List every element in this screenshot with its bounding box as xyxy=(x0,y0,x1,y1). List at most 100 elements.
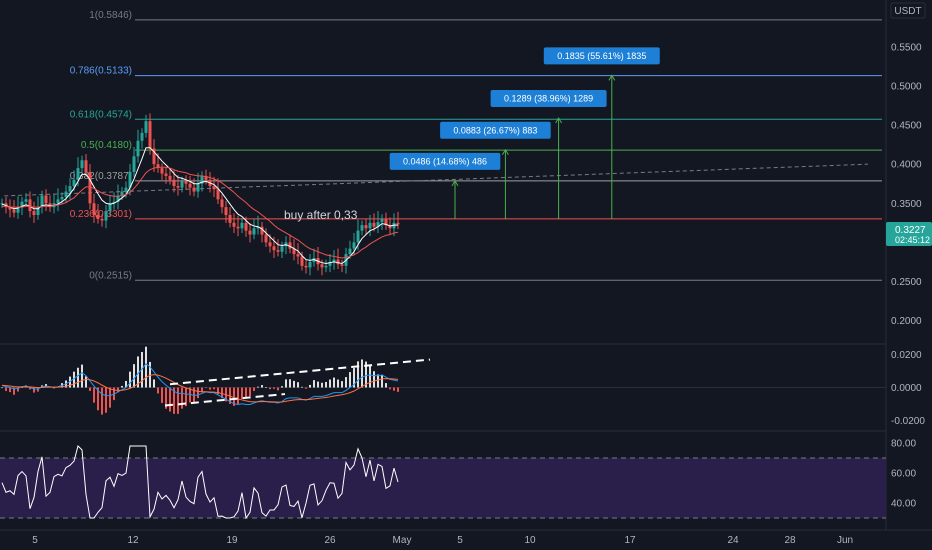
macd-histogram-bar xyxy=(177,387,179,414)
price-range-measurements[interactable]: 0.0486 (14.68%) 486 0.0883 (26.67%) 883 0.… xyxy=(389,47,660,219)
macd-histogram-bar xyxy=(149,361,151,388)
measure-label-box[interactable] xyxy=(543,47,660,65)
candle-body xyxy=(396,222,400,225)
macd-tick-label: 0.0000 xyxy=(891,383,922,394)
measure-label-box[interactable] xyxy=(389,152,501,170)
time-axis-label: 19 xyxy=(226,535,238,546)
macd-histogram-bar xyxy=(89,387,91,391)
macd-histogram-bar xyxy=(97,387,99,411)
fib-level-label: 0.5(0.4180) xyxy=(81,140,132,151)
price-tick-label: 0.2000 xyxy=(891,316,922,327)
fib-level-label: 0(0.2515) xyxy=(89,270,132,281)
measure-arrowhead xyxy=(555,117,563,124)
candle-body xyxy=(308,261,312,268)
macd-histogram-bar xyxy=(109,387,111,408)
candle-body xyxy=(100,218,104,221)
measure-label-text: 0.0486 (14.68%) 486 xyxy=(403,156,487,166)
candle-body xyxy=(268,242,272,247)
measure-label-box[interactable] xyxy=(440,121,551,139)
candle-body xyxy=(36,207,40,215)
macd-histogram-bar xyxy=(313,380,315,388)
macd-histogram-bar xyxy=(357,361,359,388)
currency-box[interactable] xyxy=(890,2,926,19)
candle-body xyxy=(264,234,268,243)
macd-histogram-bar xyxy=(5,387,7,392)
candle-body xyxy=(248,230,252,235)
macd-divergence-line[interactable] xyxy=(169,358,431,386)
macd-histogram-bar xyxy=(185,387,187,407)
buy-annotation[interactable]: buy after 0,33 xyxy=(284,208,358,222)
macd-signal-line xyxy=(1,374,399,403)
fib-level-label: 0.618(0.4574) xyxy=(70,109,132,120)
macd-histogram-bar xyxy=(333,377,335,388)
candle-body xyxy=(92,203,96,215)
macd-histogram-bar xyxy=(329,379,331,388)
time-axis-label: 17 xyxy=(624,535,636,546)
rsi-panel xyxy=(0,445,886,520)
candle-body xyxy=(104,211,108,221)
candle-body xyxy=(140,132,144,141)
macd-histogram-bar xyxy=(205,387,207,389)
candle-body xyxy=(44,195,48,204)
fibonacci-retracement[interactable]: 1(0.5846) 0.786(0.5133) 0.618(0.4574) 0.5(0… xyxy=(70,10,882,281)
macd-histogram-bar xyxy=(189,387,191,403)
macd-tick-label: -0.0200 xyxy=(891,416,925,427)
macd-histogram-bar xyxy=(197,387,199,399)
candle-body xyxy=(16,207,20,213)
candle-body xyxy=(152,148,156,165)
candle-body xyxy=(192,187,196,192)
macd-histogram-bar xyxy=(93,387,95,403)
candle-body xyxy=(72,179,76,187)
candle-body xyxy=(188,183,192,188)
macd-histogram-bar xyxy=(253,387,255,391)
price-tick-label: 0.5500 xyxy=(891,42,922,53)
macd-histogram-bar xyxy=(17,387,19,392)
candle-body xyxy=(8,207,12,210)
macd-histogram-bar xyxy=(165,387,167,409)
candle-body xyxy=(236,226,240,229)
macd-histogram-bar xyxy=(289,379,291,388)
macd-histogram-bar xyxy=(277,387,279,391)
macd-histogram-bar xyxy=(325,381,327,388)
price-tick-label: 0.5000 xyxy=(891,82,922,93)
macd-histogram-bar xyxy=(305,387,307,389)
measure-arrowhead xyxy=(501,148,509,156)
macd-histogram-bar xyxy=(281,386,283,388)
candle-body xyxy=(352,242,356,249)
price-tick-label: 0.4500 xyxy=(891,121,922,132)
macd-histogram-bar xyxy=(121,385,123,388)
candle-body xyxy=(20,201,24,208)
macd-histogram-bar xyxy=(285,379,287,388)
candle-body xyxy=(356,230,360,243)
macd-line xyxy=(1,363,399,405)
candle-body xyxy=(68,186,72,192)
macd-histogram-bar xyxy=(365,361,367,388)
candle-body xyxy=(220,199,224,208)
candle-body xyxy=(176,186,180,188)
candle-body xyxy=(108,203,112,212)
candle-body xyxy=(136,140,140,157)
candle-body xyxy=(84,160,88,172)
measure-label-box[interactable] xyxy=(490,90,607,108)
candle-body xyxy=(60,197,64,200)
macd-histogram-bar xyxy=(157,387,159,394)
moving-averages xyxy=(1,147,399,265)
macd-divergence-line[interactable] xyxy=(164,393,286,407)
candle-body xyxy=(64,191,68,198)
measure-label-text: 0.0883 (26.67%) 883 xyxy=(453,125,537,135)
candle-body xyxy=(120,191,124,196)
candle-body xyxy=(116,195,120,202)
candle-body xyxy=(320,264,324,268)
macd-histogram-bar xyxy=(145,346,147,388)
macd-histogram-bar xyxy=(345,377,347,388)
fib-level-label: 0.382(0.3787) xyxy=(70,171,132,182)
candle-body xyxy=(172,179,176,187)
candle-body xyxy=(384,218,388,226)
currency-label[interactable]: USDT xyxy=(894,6,921,17)
time-axis-label: 28 xyxy=(784,535,796,546)
macd-histogram-bar xyxy=(133,364,135,388)
macd-panel xyxy=(0,346,886,415)
candle-body xyxy=(80,160,84,169)
macd-histogram-bar xyxy=(33,387,35,393)
